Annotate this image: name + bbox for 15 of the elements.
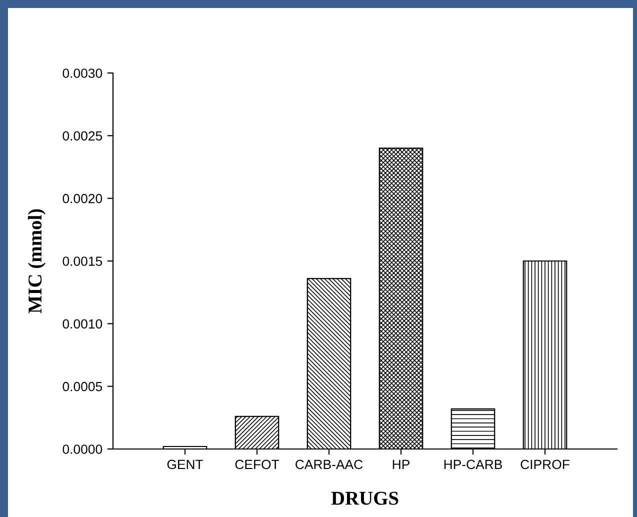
x-tick-label: HP [392, 460, 410, 469]
y-tick-label: 0.0020 [62, 194, 102, 204]
x-tick-label: GENT [167, 460, 204, 470]
y-axis-title: MIC (mmol) [28, 209, 46, 314]
y-tick-label: 0.0015 [62, 256, 102, 266]
x-tick-label: CARB-AAC [296, 460, 363, 470]
y-tick-label: 0.0010 [62, 319, 102, 329]
x-tick-label: HP-CARB [444, 460, 502, 470]
x-tick-label: CEFOT [235, 460, 280, 470]
y-tick-label: 0.0025 [62, 131, 102, 141]
x-axis-title: DRUGS [331, 492, 398, 505]
y-tick-label: 0.0005 [62, 382, 102, 392]
x-tick-label: CIPROF [520, 460, 570, 470]
y-tick-label: 0.0000 [62, 444, 102, 454]
y-tick-label: 0.0030 [62, 68, 102, 78]
